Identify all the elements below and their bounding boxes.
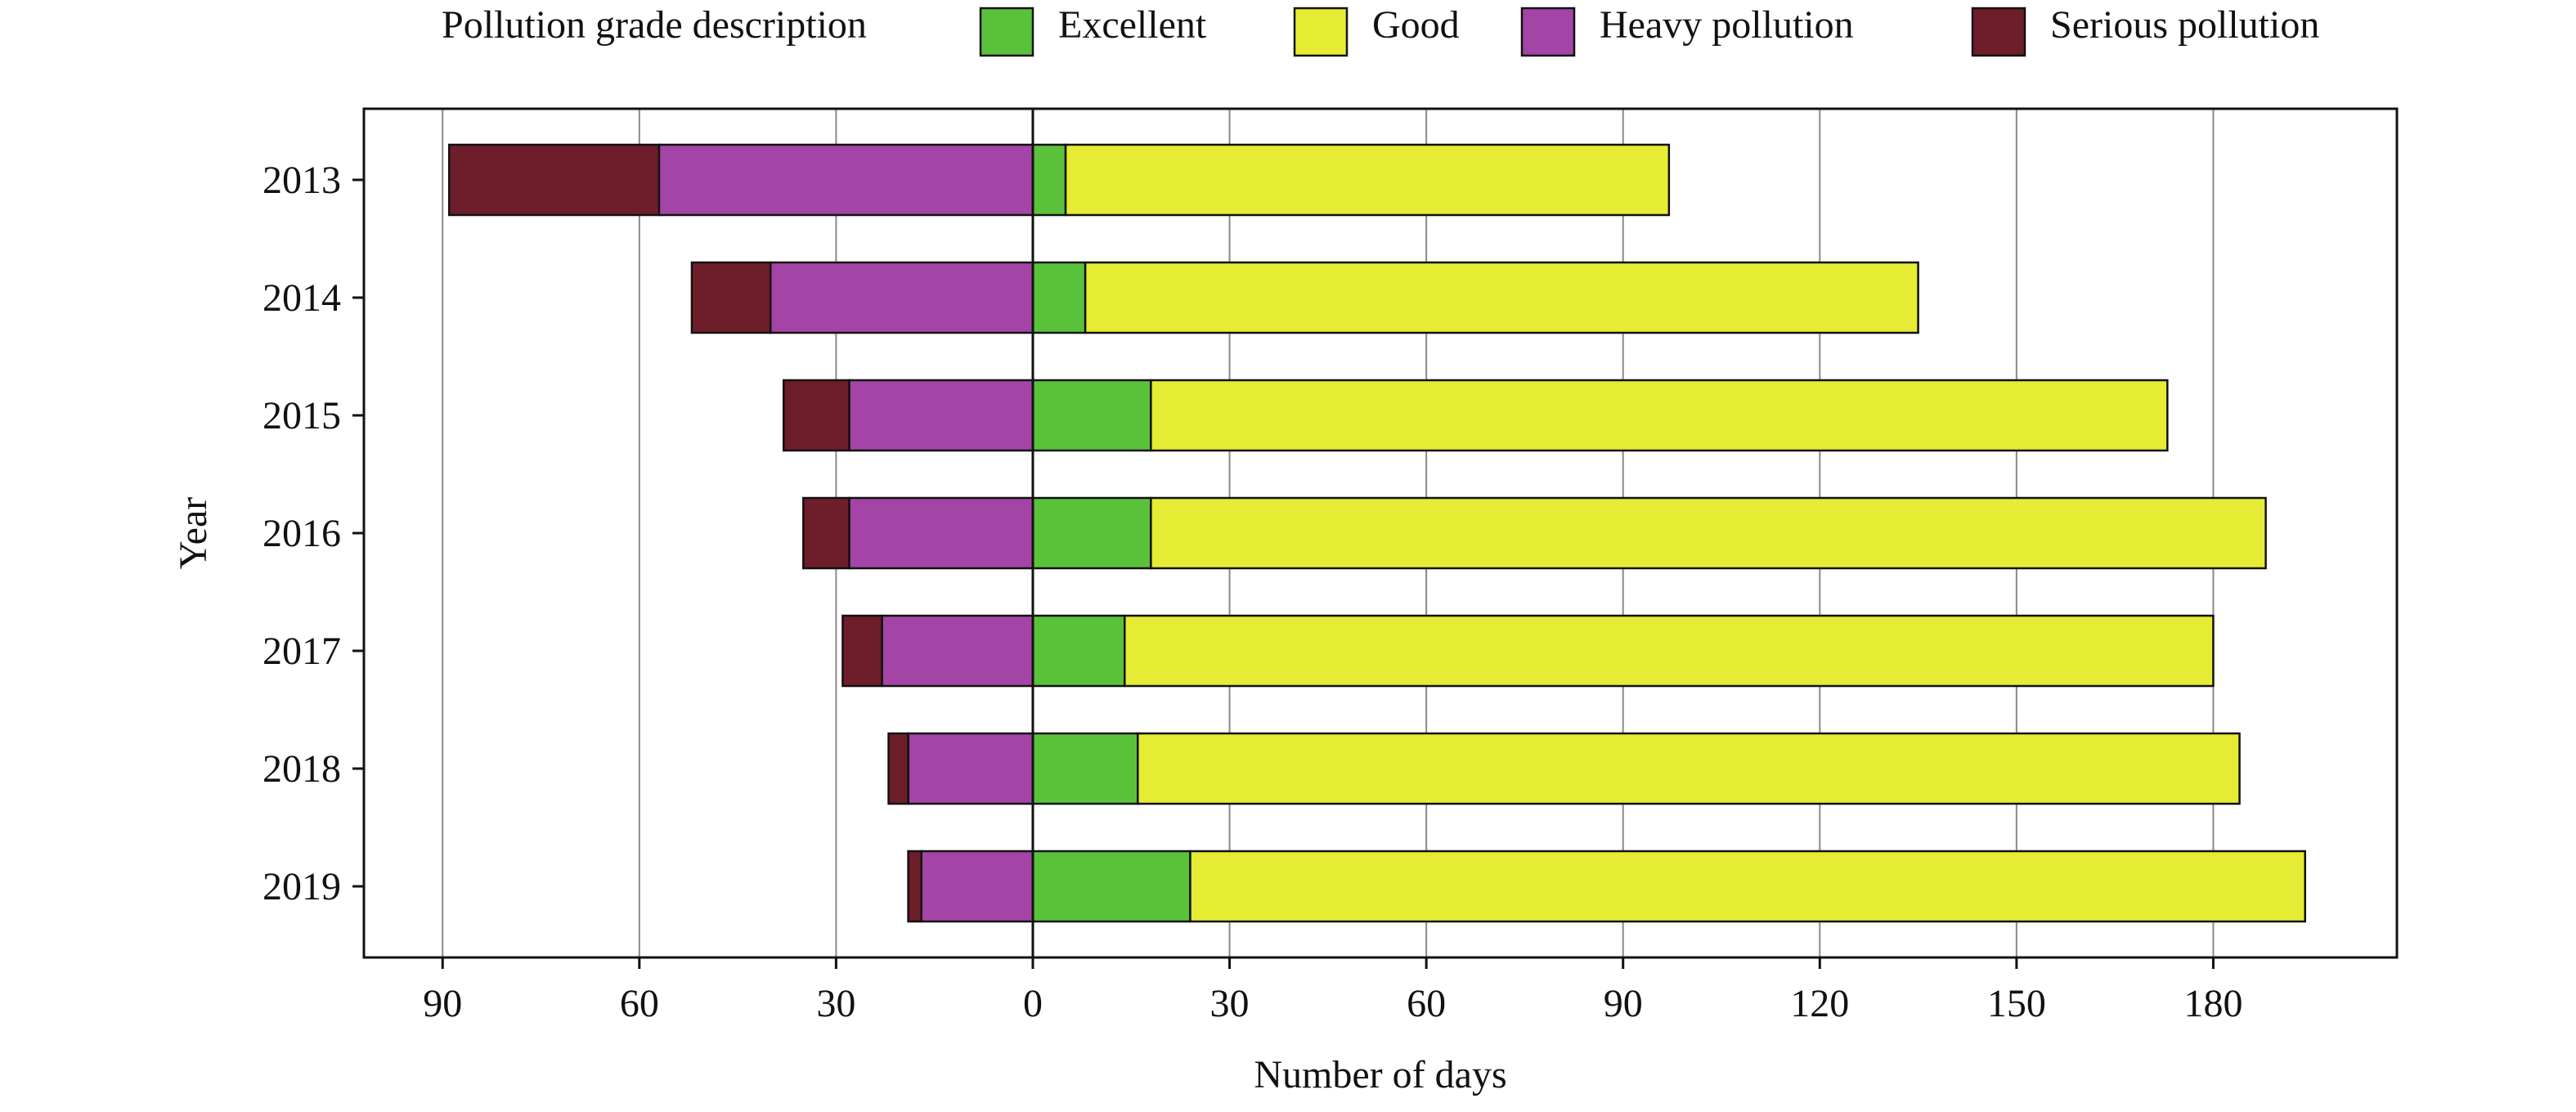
bar-excellent-2019 [1031, 850, 1192, 923]
bars [448, 143, 2306, 923]
bar-excellent-2018 [1031, 732, 1139, 805]
bar-excellent-2016 [1031, 496, 1152, 570]
x-tick-label: 180 [2183, 982, 2242, 1025]
y-tick-label: 2018 [263, 747, 341, 791]
bar-excellent-2017 [1031, 614, 1126, 688]
bar-serious-pollution-2015 [782, 379, 850, 452]
bar-good-2017 [1123, 614, 2215, 688]
x-tick-label: 90 [1604, 982, 1643, 1025]
legend-swatch-serious-pollution [1971, 7, 2026, 57]
y-tick-label: 2017 [263, 630, 341, 673]
y-axis-ticks: 2013 2014 2015 2016 2017 2018 2019 [263, 159, 364, 908]
bar-heavy-pollution-2014 [769, 261, 1034, 334]
x-tick-label: 90 [423, 982, 462, 1025]
legend-title: Pollution grade description [442, 3, 867, 47]
legend-label-heavy-pollution: Heavy pollution [1600, 3, 1854, 47]
legend-label-excellent: Excellent [1058, 3, 1207, 47]
bar-heavy-pollution-2016 [848, 496, 1034, 570]
y-tick-label: 2014 [263, 276, 341, 320]
legend-swatch-heavy-pollution [1520, 7, 1576, 57]
legend: Pollution grade description Excellent Goo… [442, 3, 2319, 57]
bar-serious-pollution-2017 [841, 614, 883, 688]
y-tick-label: 2013 [263, 159, 341, 202]
bar-good-2015 [1150, 379, 2169, 452]
bar-heavy-pollution-2013 [657, 143, 1034, 217]
legend-label-good: Good [1372, 3, 1460, 47]
x-tick-label: 120 [1790, 982, 1849, 1025]
bar-excellent-2014 [1031, 261, 1087, 334]
bar-excellent-2013 [1031, 143, 1067, 217]
bar-heavy-pollution-2019 [920, 850, 1034, 923]
x-axis-ticks: 90 60 30 0 30 60 90 120 150 180 [423, 957, 2242, 1025]
y-axis-label: Year [172, 497, 215, 569]
legend-swatch-good [1293, 7, 1349, 57]
bar-serious-pollution-2016 [802, 496, 850, 570]
bar-serious-pollution-2013 [448, 143, 661, 217]
y-tick-label: 2019 [263, 865, 341, 908]
x-tick-label: 30 [1210, 982, 1250, 1025]
bar-good-2014 [1084, 261, 1919, 334]
bar-good-2013 [1064, 143, 1671, 217]
bar-serious-pollution-2019 [907, 850, 922, 923]
bar-serious-pollution-2018 [887, 732, 909, 805]
bar-good-2016 [1150, 496, 2267, 570]
legend-label-serious-pollution: Serious pollution [2050, 3, 2319, 47]
legend-swatch-excellent [979, 7, 1034, 57]
x-axis-label: Number of days [1254, 1053, 1506, 1096]
y-tick-label: 2016 [263, 512, 341, 555]
x-tick-label: 30 [816, 982, 855, 1025]
bar-heavy-pollution-2015 [848, 379, 1034, 452]
bar-heavy-pollution-2017 [881, 614, 1034, 688]
x-tick-label: 60 [620, 982, 659, 1025]
bar-heavy-pollution-2018 [907, 732, 1034, 805]
x-tick-label: 60 [1407, 982, 1446, 1025]
y-tick-label: 2015 [263, 394, 341, 437]
x-tick-label: 150 [1987, 982, 2046, 1025]
bar-good-2019 [1189, 850, 2306, 923]
x-tick-label: 0 [1023, 982, 1043, 1025]
bar-excellent-2015 [1031, 379, 1152, 452]
bar-good-2018 [1137, 732, 2241, 805]
bar-serious-pollution-2014 [690, 261, 772, 334]
